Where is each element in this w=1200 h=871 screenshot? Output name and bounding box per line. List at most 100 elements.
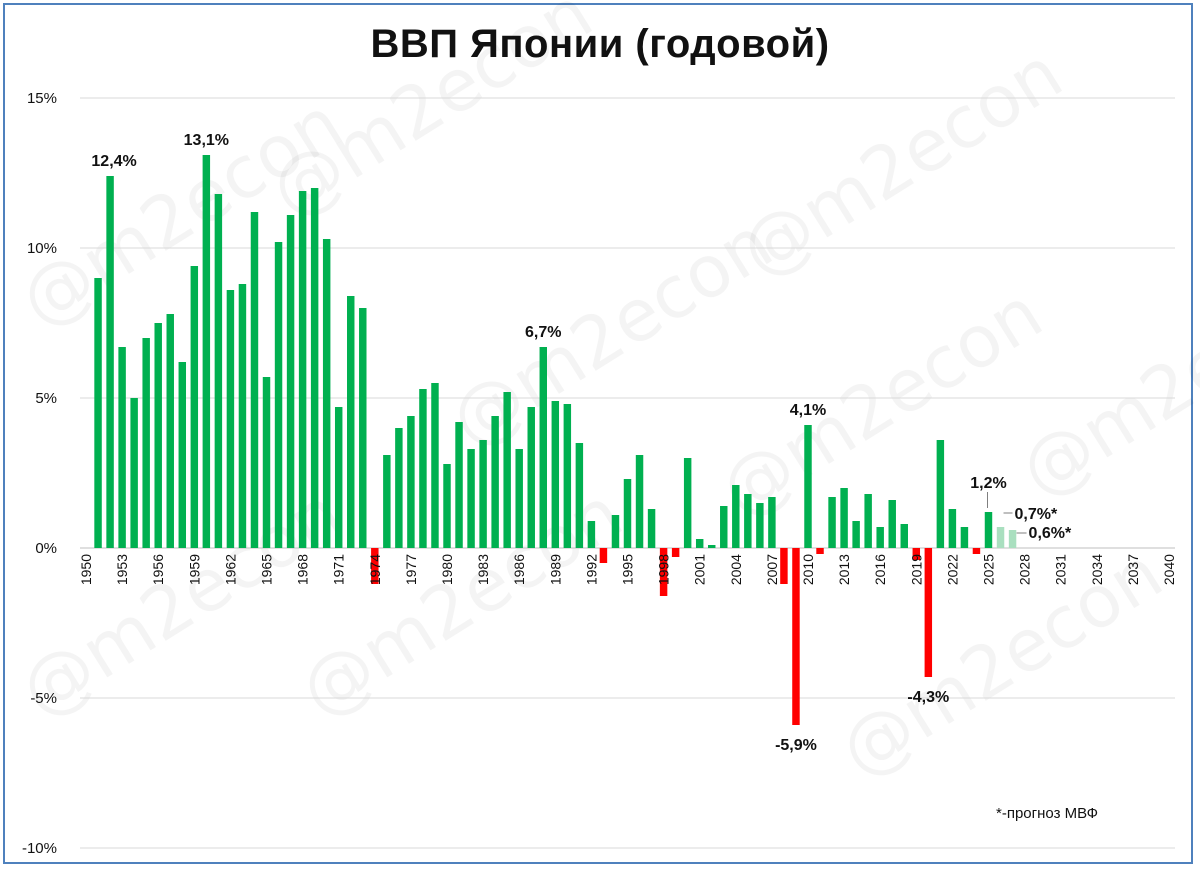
data-label: -4,3% [907, 689, 949, 706]
bar [431, 383, 439, 548]
bar [683, 458, 692, 548]
bar [888, 500, 896, 548]
bar [310, 188, 319, 548]
x-tick-label: 1995 [620, 554, 636, 585]
bar [214, 194, 223, 548]
bar [262, 377, 271, 548]
x-tick-label: 1998 [656, 554, 672, 585]
y-tick-label: -5% [30, 690, 57, 707]
bar [407, 416, 415, 548]
y-tick-label: 10% [27, 240, 57, 257]
bar [551, 401, 560, 548]
x-tick-label: 1983 [475, 554, 491, 585]
x-tick-label: 2013 [836, 554, 852, 585]
bar [226, 290, 235, 548]
bar [828, 497, 836, 548]
bar [142, 338, 150, 548]
bar [443, 464, 451, 548]
bar [744, 494, 752, 548]
bar [238, 284, 247, 548]
bar [527, 407, 535, 548]
bar [166, 314, 174, 548]
bar [984, 512, 993, 548]
bar [298, 191, 307, 548]
bar [912, 548, 921, 560]
x-tick-label: 1989 [547, 554, 563, 585]
bar [659, 548, 668, 596]
bar [768, 497, 776, 548]
data-label: 6,7% [525, 324, 561, 341]
bar [864, 494, 872, 548]
data-label: 0,7%* [1015, 506, 1058, 523]
x-tick-label: 2001 [692, 554, 708, 585]
bar [972, 548, 981, 554]
bar [876, 527, 884, 548]
bar [202, 155, 211, 548]
x-tick-label: 1959 [186, 554, 202, 585]
x-tick-label: 1977 [403, 554, 419, 585]
bar [130, 398, 138, 548]
bar [996, 527, 1005, 548]
x-tick-label: 1950 [78, 554, 94, 585]
bar [274, 242, 283, 548]
y-tick-label: -10% [22, 840, 57, 857]
x-tick-label: 2040 [1161, 554, 1177, 585]
bar [563, 404, 572, 548]
bar [852, 521, 860, 548]
bar [359, 308, 367, 548]
bar [250, 212, 259, 548]
x-tick-label: 1986 [511, 554, 527, 585]
x-tick-label: 1962 [222, 554, 238, 585]
x-tick-label: 2031 [1053, 554, 1069, 585]
x-tick-label: 1968 [295, 554, 311, 585]
chart-frame [3, 3, 1193, 864]
chart-title: ВВП Японии (годовой) [370, 22, 830, 66]
bar [503, 392, 511, 548]
x-tick-label: 2034 [1089, 554, 1105, 585]
bar [383, 455, 391, 548]
bar [178, 362, 187, 548]
x-tick-label: 1974 [367, 554, 383, 585]
x-tick-label: 2028 [1017, 554, 1033, 585]
bar [190, 266, 199, 548]
x-tick-label: 1953 [114, 554, 130, 585]
x-tick-label: 2010 [800, 554, 816, 585]
x-tick-label: 2019 [908, 554, 924, 585]
x-tick-label: 1971 [331, 554, 347, 585]
bar [515, 449, 523, 548]
bar [948, 509, 957, 548]
bar [395, 428, 403, 548]
bar [322, 239, 331, 548]
bar [936, 440, 945, 548]
data-label: 1,2% [970, 475, 1006, 492]
bar [467, 449, 475, 548]
x-tick-label: 1956 [150, 554, 166, 585]
x-tick-label: 2025 [980, 554, 996, 585]
bar [708, 545, 716, 548]
x-tick-label: 1980 [439, 554, 455, 585]
bar-forecast [1008, 530, 1017, 548]
bar [816, 548, 824, 554]
bar [347, 296, 355, 548]
bar [635, 455, 644, 548]
y-tick-label: 15% [27, 90, 57, 107]
bar [455, 422, 463, 548]
bar [840, 488, 848, 548]
bar [780, 548, 788, 584]
bar [647, 509, 656, 548]
x-tick-label: 2037 [1125, 554, 1141, 585]
bar [539, 347, 547, 548]
bar [611, 515, 620, 548]
x-tick-label: 2016 [872, 554, 888, 585]
bar [154, 323, 162, 548]
x-tick-label: 1965 [259, 554, 275, 585]
x-tick-label: 1992 [583, 554, 599, 585]
bar [792, 548, 800, 725]
bar [599, 548, 608, 563]
bar [575, 443, 584, 548]
bar [695, 539, 704, 548]
bar [960, 527, 969, 548]
bar [371, 548, 379, 584]
data-label: 13,1% [184, 132, 229, 149]
bar [671, 548, 680, 557]
